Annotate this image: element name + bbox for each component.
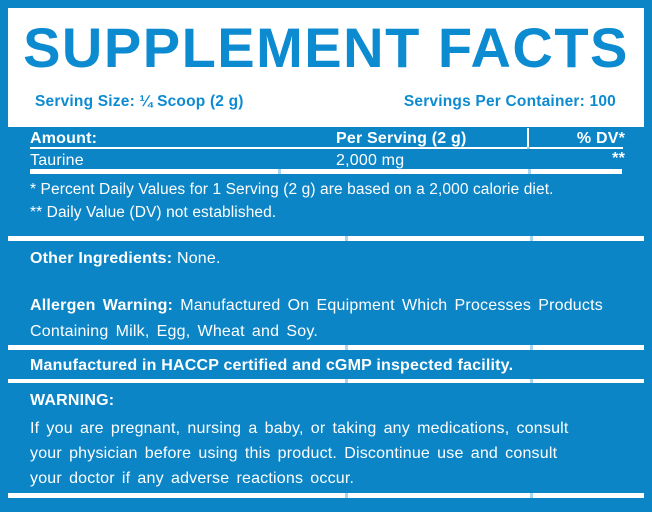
other-ingredients-value: None. xyxy=(176,250,221,267)
footnote-dv-not-established: ** Daily Value (DV) not established. xyxy=(30,204,277,221)
separator-gap xyxy=(345,493,348,498)
allergen-warning-text: Manufactured On Equipment Which Processe… xyxy=(30,297,603,340)
allergen-warning-paragraph: Allergen Warning: Manufactured On Equipm… xyxy=(30,293,622,345)
header-underline xyxy=(30,147,623,149)
separator-gap xyxy=(345,345,348,350)
header-column-divider xyxy=(527,128,529,148)
table-bottom-rule xyxy=(30,169,622,174)
separator-gap xyxy=(530,493,533,498)
servings-per-container: Servings Per Container: 100 xyxy=(403,93,616,110)
section-separator xyxy=(8,379,644,383)
warning-text: If you are pregnant, nursing a baby, or … xyxy=(30,420,569,487)
column-header-per-serving: Per Serving (2 g) xyxy=(336,130,467,147)
separator-gap xyxy=(527,147,530,149)
section-separator xyxy=(8,345,644,350)
serving-size: Serving Size: ¼ Scoop (2 g) xyxy=(35,93,244,110)
column-header-amount: Amount: xyxy=(30,130,98,147)
footnote-percent-dv: * Percent Daily Values for 1 Serving (2 … xyxy=(30,181,554,198)
section-separator xyxy=(8,236,644,241)
page-title: SUPPLEMENT FACTS xyxy=(23,16,629,79)
serving-info-row: Serving Size: ¼ Scoop (2 g) Servings Per… xyxy=(35,93,616,111)
other-ingredients-line: Other Ingredients: None. xyxy=(30,250,221,268)
separator-gap xyxy=(345,236,348,241)
header-panel: SUPPLEMENT FACTS Serving Size: ¼ Scoop (… xyxy=(8,8,644,127)
column-header-dv: % DV* xyxy=(576,130,625,147)
nutrient-amount: 2,000 mg xyxy=(336,152,405,169)
bottom-rule xyxy=(8,493,644,498)
separator-gap xyxy=(345,379,348,383)
nutrient-dv: ** xyxy=(612,150,625,167)
nutrient-name: Taurine xyxy=(30,152,84,169)
separator-gap xyxy=(530,379,533,383)
separator-gap xyxy=(530,236,533,241)
other-ingredients-label: Other Ingredients: xyxy=(30,250,173,267)
separator-gap xyxy=(530,345,533,350)
separator-gap xyxy=(528,169,531,174)
allergen-warning-label: Allergen Warning: xyxy=(30,297,174,314)
warning-label: WARNING: xyxy=(30,392,115,409)
facility-statement: Manufactured in HACCP certified and cGMP… xyxy=(30,357,514,374)
separator-gap xyxy=(278,169,281,174)
